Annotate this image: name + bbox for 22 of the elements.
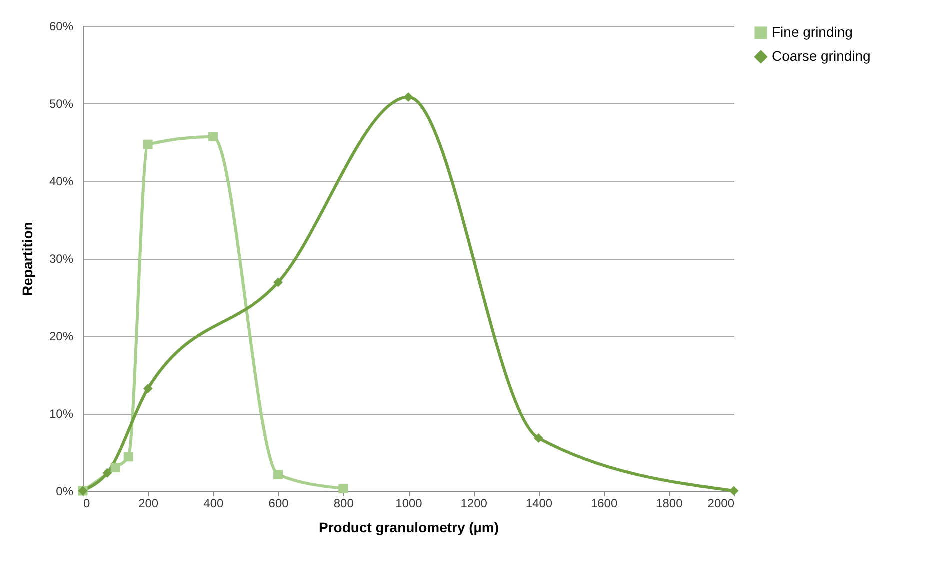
x-tick-label: 1400 bbox=[526, 496, 553, 510]
x-tick-label: 1000 bbox=[396, 496, 423, 510]
y-tick-label: 40% bbox=[49, 174, 74, 188]
x-tick-label: 0 bbox=[84, 496, 90, 510]
x-tick-label: 1200 bbox=[460, 496, 488, 510]
x-tick-label: 2000 bbox=[708, 496, 735, 510]
x-tick-label: 600 bbox=[268, 496, 290, 510]
x-tick-label: 1600 bbox=[590, 496, 618, 510]
y-tick-label: 10% bbox=[49, 407, 74, 421]
x-tick-label: 800 bbox=[334, 496, 354, 510]
x-tick-label: 1800 bbox=[656, 496, 684, 510]
x-tick-label: 200 bbox=[138, 496, 159, 510]
x-tick-label: 400 bbox=[204, 496, 224, 510]
y-tick-label: 20% bbox=[49, 330, 74, 344]
y-tick-label: 0% bbox=[56, 484, 74, 498]
y-tick-label: 60% bbox=[49, 20, 74, 34]
legend-label: Coarse grinding bbox=[772, 48, 871, 64]
legend-label: Fine grinding bbox=[772, 24, 853, 40]
y-axis-title: Repartition bbox=[19, 222, 36, 296]
x-axis-title: Product granulometry (µm) bbox=[319, 520, 499, 536]
y-tick-label: 30% bbox=[49, 252, 74, 266]
y-tick-label: 50% bbox=[49, 97, 74, 111]
